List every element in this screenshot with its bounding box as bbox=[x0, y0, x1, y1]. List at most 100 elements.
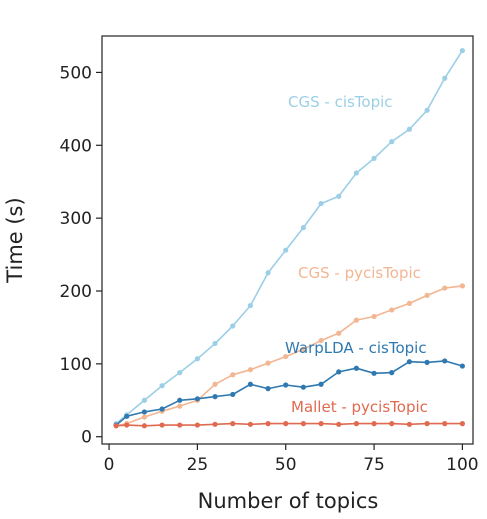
x-axis: 0 25 50 75 100 bbox=[104, 444, 479, 475]
series-labels: CGS - cisTopic CGS - pycisTopic WarpLDA - … bbox=[285, 93, 428, 416]
data-point bbox=[247, 421, 253, 427]
data-point bbox=[353, 317, 359, 323]
data-point bbox=[283, 382, 289, 388]
data-point bbox=[124, 413, 130, 419]
data-point bbox=[389, 307, 395, 313]
data-point bbox=[318, 200, 324, 207]
y-axis-title: Time (s) bbox=[3, 197, 27, 283]
data-point bbox=[141, 409, 147, 415]
data-point bbox=[230, 372, 236, 378]
data-point bbox=[265, 270, 271, 276]
data-point bbox=[177, 403, 183, 409]
data-point bbox=[371, 313, 377, 320]
y-axis: 0 100 200 300 400 500 bbox=[60, 63, 102, 448]
data-point bbox=[113, 423, 119, 429]
data-point bbox=[300, 346, 306, 352]
data-point bbox=[247, 381, 253, 387]
series-label: CGS - cisTopic bbox=[288, 93, 393, 111]
data-point bbox=[247, 302, 253, 309]
data-point bbox=[300, 225, 306, 231]
data-point bbox=[371, 421, 377, 427]
series-3 bbox=[113, 421, 465, 429]
x-tick-label: 100 bbox=[446, 455, 478, 475]
y-tick-label: 400 bbox=[60, 136, 92, 156]
data-point bbox=[459, 283, 465, 289]
data-point bbox=[283, 421, 289, 427]
data-point bbox=[194, 356, 200, 362]
data-point bbox=[212, 421, 218, 427]
series-2 bbox=[113, 358, 465, 428]
data-point bbox=[212, 394, 218, 400]
data-point bbox=[406, 300, 412, 306]
x-tick-label: 0 bbox=[104, 455, 115, 475]
data-point bbox=[424, 421, 430, 427]
x-tick-label: 75 bbox=[363, 455, 385, 475]
data-point bbox=[442, 358, 448, 364]
series-0 bbox=[113, 47, 465, 427]
data-point bbox=[141, 423, 147, 429]
data-point bbox=[212, 340, 218, 347]
data-point bbox=[389, 421, 395, 427]
data-point bbox=[159, 422, 165, 428]
data-point bbox=[318, 337, 324, 344]
data-point bbox=[406, 421, 412, 427]
y-tick-label: 500 bbox=[60, 63, 92, 83]
data-point bbox=[336, 193, 342, 199]
data-point bbox=[336, 369, 342, 375]
data-point bbox=[247, 367, 253, 373]
y-tick-label: 0 bbox=[81, 428, 92, 448]
data-point bbox=[194, 396, 200, 402]
data-point bbox=[159, 383, 165, 389]
series-label: CGS - pycisTopic bbox=[298, 264, 421, 282]
data-point bbox=[177, 397, 183, 403]
data-point bbox=[371, 155, 377, 161]
data-point bbox=[265, 360, 271, 366]
data-point bbox=[318, 381, 324, 387]
data-point bbox=[300, 421, 306, 427]
data-point bbox=[442, 421, 448, 427]
data-point bbox=[283, 353, 289, 360]
data-point bbox=[459, 363, 465, 369]
x-axis-title: Number of topics bbox=[198, 489, 379, 513]
series-label: Mallet - pycisTopic bbox=[291, 398, 428, 416]
data-point bbox=[353, 421, 359, 427]
series-label: WarpLDA - cisTopic bbox=[285, 339, 427, 357]
data-point bbox=[177, 370, 183, 376]
data-point bbox=[300, 384, 306, 390]
data-point bbox=[230, 323, 236, 329]
data-point bbox=[265, 421, 271, 427]
data-point bbox=[318, 421, 324, 427]
data-point bbox=[230, 421, 236, 427]
data-point bbox=[459, 47, 465, 54]
data-point bbox=[230, 391, 236, 398]
data-point bbox=[265, 386, 271, 392]
data-point bbox=[212, 381, 218, 387]
y-tick-label: 100 bbox=[60, 355, 92, 375]
data-point bbox=[424, 107, 430, 113]
data-point bbox=[141, 397, 147, 403]
data-point bbox=[177, 422, 183, 428]
data-point bbox=[336, 421, 342, 427]
data-point bbox=[389, 370, 395, 376]
x-tick-label: 50 bbox=[275, 455, 297, 475]
data-point bbox=[424, 359, 430, 365]
data-point bbox=[283, 247, 289, 253]
data-point bbox=[141, 414, 147, 420]
data-point bbox=[442, 75, 448, 81]
plot-frame bbox=[101, 35, 474, 445]
y-tick-label: 200 bbox=[60, 282, 92, 302]
data-point bbox=[353, 170, 359, 176]
data-point bbox=[353, 365, 359, 371]
data-point bbox=[389, 139, 395, 145]
data-point bbox=[406, 126, 412, 132]
data-point bbox=[336, 330, 342, 336]
data-point bbox=[459, 421, 465, 427]
data-point bbox=[194, 422, 200, 428]
x-tick-label: 25 bbox=[187, 455, 209, 475]
data-point bbox=[124, 422, 130, 428]
data-point bbox=[371, 370, 377, 376]
data-point bbox=[442, 285, 448, 291]
data-point bbox=[406, 359, 412, 365]
